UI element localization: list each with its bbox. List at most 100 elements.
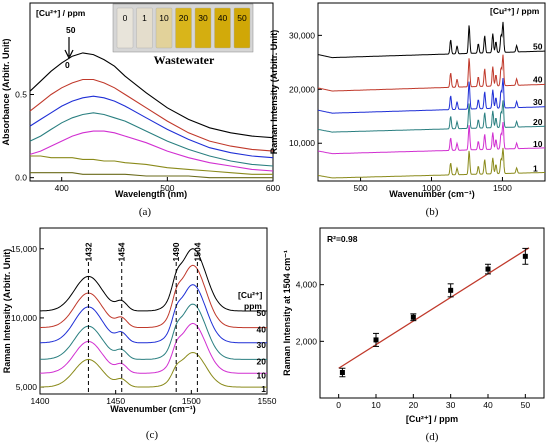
vial-label: 20	[179, 13, 189, 23]
panel-c-ytick-label: 5,000	[16, 382, 38, 392]
series-label: 40	[257, 325, 267, 335]
series-line-1	[30, 155, 273, 175]
panel-a-xlabel: Wavelength (nm)	[115, 189, 187, 199]
panel-c-xtick-label: 1450	[106, 396, 125, 406]
panel-a-arrow-bottom-label: 0	[65, 60, 70, 70]
series-line-10	[39, 322, 267, 374]
panel-c-ylabel: Raman Intensity (Arbitr. Unit)	[2, 249, 12, 374]
panel-d-frame	[319, 227, 545, 399]
vial-label: 50	[237, 13, 247, 23]
panel-d-fit	[338, 247, 530, 369]
series-label: 20	[533, 117, 543, 127]
series-label: 10	[533, 139, 543, 149]
series-line-20	[40, 303, 267, 360]
panel-c-xtick-label: 1400	[31, 396, 50, 406]
series-label: 40	[533, 75, 543, 85]
panel-a-ytick-label: 0.0	[15, 173, 27, 183]
panel-c-peak-markers: 1432 1454 1490 1504	[83, 242, 202, 394]
panel-d-xtick-label: 40	[483, 400, 493, 410]
series-line-1	[40, 351, 267, 388]
series-label: 30	[533, 97, 543, 107]
series-line-40	[29, 78, 274, 152]
vial-label: 0	[123, 13, 128, 23]
panel-a-legend-title: [Cu²⁺] / ppm	[36, 8, 86, 18]
panel-b-legend-title: [Cu²⁺] / ppm	[490, 6, 540, 16]
panel-b-xtick-label: 1500	[493, 183, 512, 193]
vial-label: 30	[198, 13, 208, 23]
panel-c-xtick-label: 1550	[258, 396, 277, 406]
series-line-10	[317, 121, 545, 155]
series-label: 30	[257, 340, 267, 350]
panel-a: 400 500 600 0.00.5 Wavelength (nm) Absorba…	[1, 2, 280, 218]
series-label: 1	[261, 384, 266, 394]
panel-d-xtick-label: 0	[336, 400, 341, 410]
panel-b-ytick-label: 10,000	[289, 138, 315, 148]
panel-c-ytick-label: 15,000	[11, 244, 37, 254]
panel-c-series	[39, 248, 267, 388]
panel-a-series	[29, 52, 274, 179]
panel-b-label: (b)	[426, 206, 439, 218]
series-line-50	[317, 21, 545, 59]
data-point	[373, 337, 379, 343]
series-line-10	[29, 130, 274, 172]
series-label: 20	[257, 356, 267, 366]
panel-b-xtick-label: 1000	[422, 183, 441, 193]
panel-a-ylabel: Absorbance (Arbitr. Unit)	[1, 38, 11, 145]
data-point	[448, 287, 454, 293]
series-label: 50	[257, 308, 267, 318]
panel-d-xtick-label: 20	[409, 400, 419, 410]
panel-c-xlabel: Wavenumber (cm⁻¹)	[110, 404, 195, 414]
peak-label: 1454	[117, 242, 127, 261]
panel-d-points	[339, 247, 529, 378]
panel-c-legend-unit: ppm	[244, 301, 262, 311]
series-line-20	[317, 100, 545, 133]
vial	[175, 7, 192, 49]
panel-b-xtick-label: 500	[353, 183, 367, 193]
panel-a-arrow-head	[64, 49, 74, 60]
data-point	[339, 370, 345, 375]
panel-a-ytick-label: 0.5	[15, 89, 27, 99]
series-label: 10	[257, 370, 267, 380]
wastewater-inset-title: Wastewater	[154, 53, 215, 67]
vial-label: 10	[159, 13, 169, 23]
panel-b-y-ticks: 10,000 20,000 30,000	[289, 30, 322, 148]
data-point	[522, 253, 528, 259]
panel-a-xtick-label: 500	[160, 183, 174, 193]
panel-c-series-labels: 50 40 30 20 10 1	[257, 308, 267, 394]
panel-c-label: (c)	[146, 429, 159, 441]
series-label: 50	[533, 41, 543, 51]
series-line-20	[29, 112, 274, 167]
panel-b-series-labels: 50 40 30 20 10 1	[533, 41, 543, 173]
panel-c-legend-title: [Cu²⁺]	[238, 290, 262, 300]
panel-d-r2: R²=0.98	[327, 234, 358, 244]
peak-label: 1432	[83, 242, 93, 261]
panel-a-frame	[29, 2, 274, 182]
data-point	[485, 266, 491, 272]
panel-d-label: (d)	[426, 431, 439, 443]
panel-a-arrow-top-label: 50	[66, 25, 76, 35]
peak-label: 1490	[171, 242, 181, 261]
vial	[214, 7, 231, 49]
series-line-30	[40, 284, 267, 344]
series-line-30	[29, 95, 274, 159]
panel-d-xlabel: [Cu²⁺] / ppm	[406, 414, 458, 424]
vial	[233, 7, 251, 49]
panel-d-y-ticks: 2,000 4,000	[296, 280, 324, 346]
series-line-30	[317, 78, 545, 114]
panel-a-label: (a)	[139, 206, 152, 218]
panel-d-xtick-label: 50	[521, 400, 531, 410]
panel-b-series	[317, 21, 545, 179]
panel-b-ylabel: Raman Intensity (Arbitr. Unit)	[269, 30, 279, 155]
panel-b-xlabel: Wavenumber (cm⁻¹)	[389, 189, 474, 199]
vial-label: 40	[218, 13, 228, 23]
panel-d-ylabel: Raman Intensity at 1504 cm⁻¹	[282, 250, 292, 376]
series-line-0	[30, 172, 273, 179]
panel-d-ytick-label: 2,000	[296, 336, 318, 346]
panel-c-ytick-label: 10,000	[11, 313, 37, 323]
panel-d-ytick-label: 4,000	[296, 280, 318, 290]
wastewater-inset: 0 1 10 20 30 40 50 Wastewater	[112, 3, 254, 67]
vial	[116, 7, 134, 49]
fit-line	[338, 247, 530, 369]
